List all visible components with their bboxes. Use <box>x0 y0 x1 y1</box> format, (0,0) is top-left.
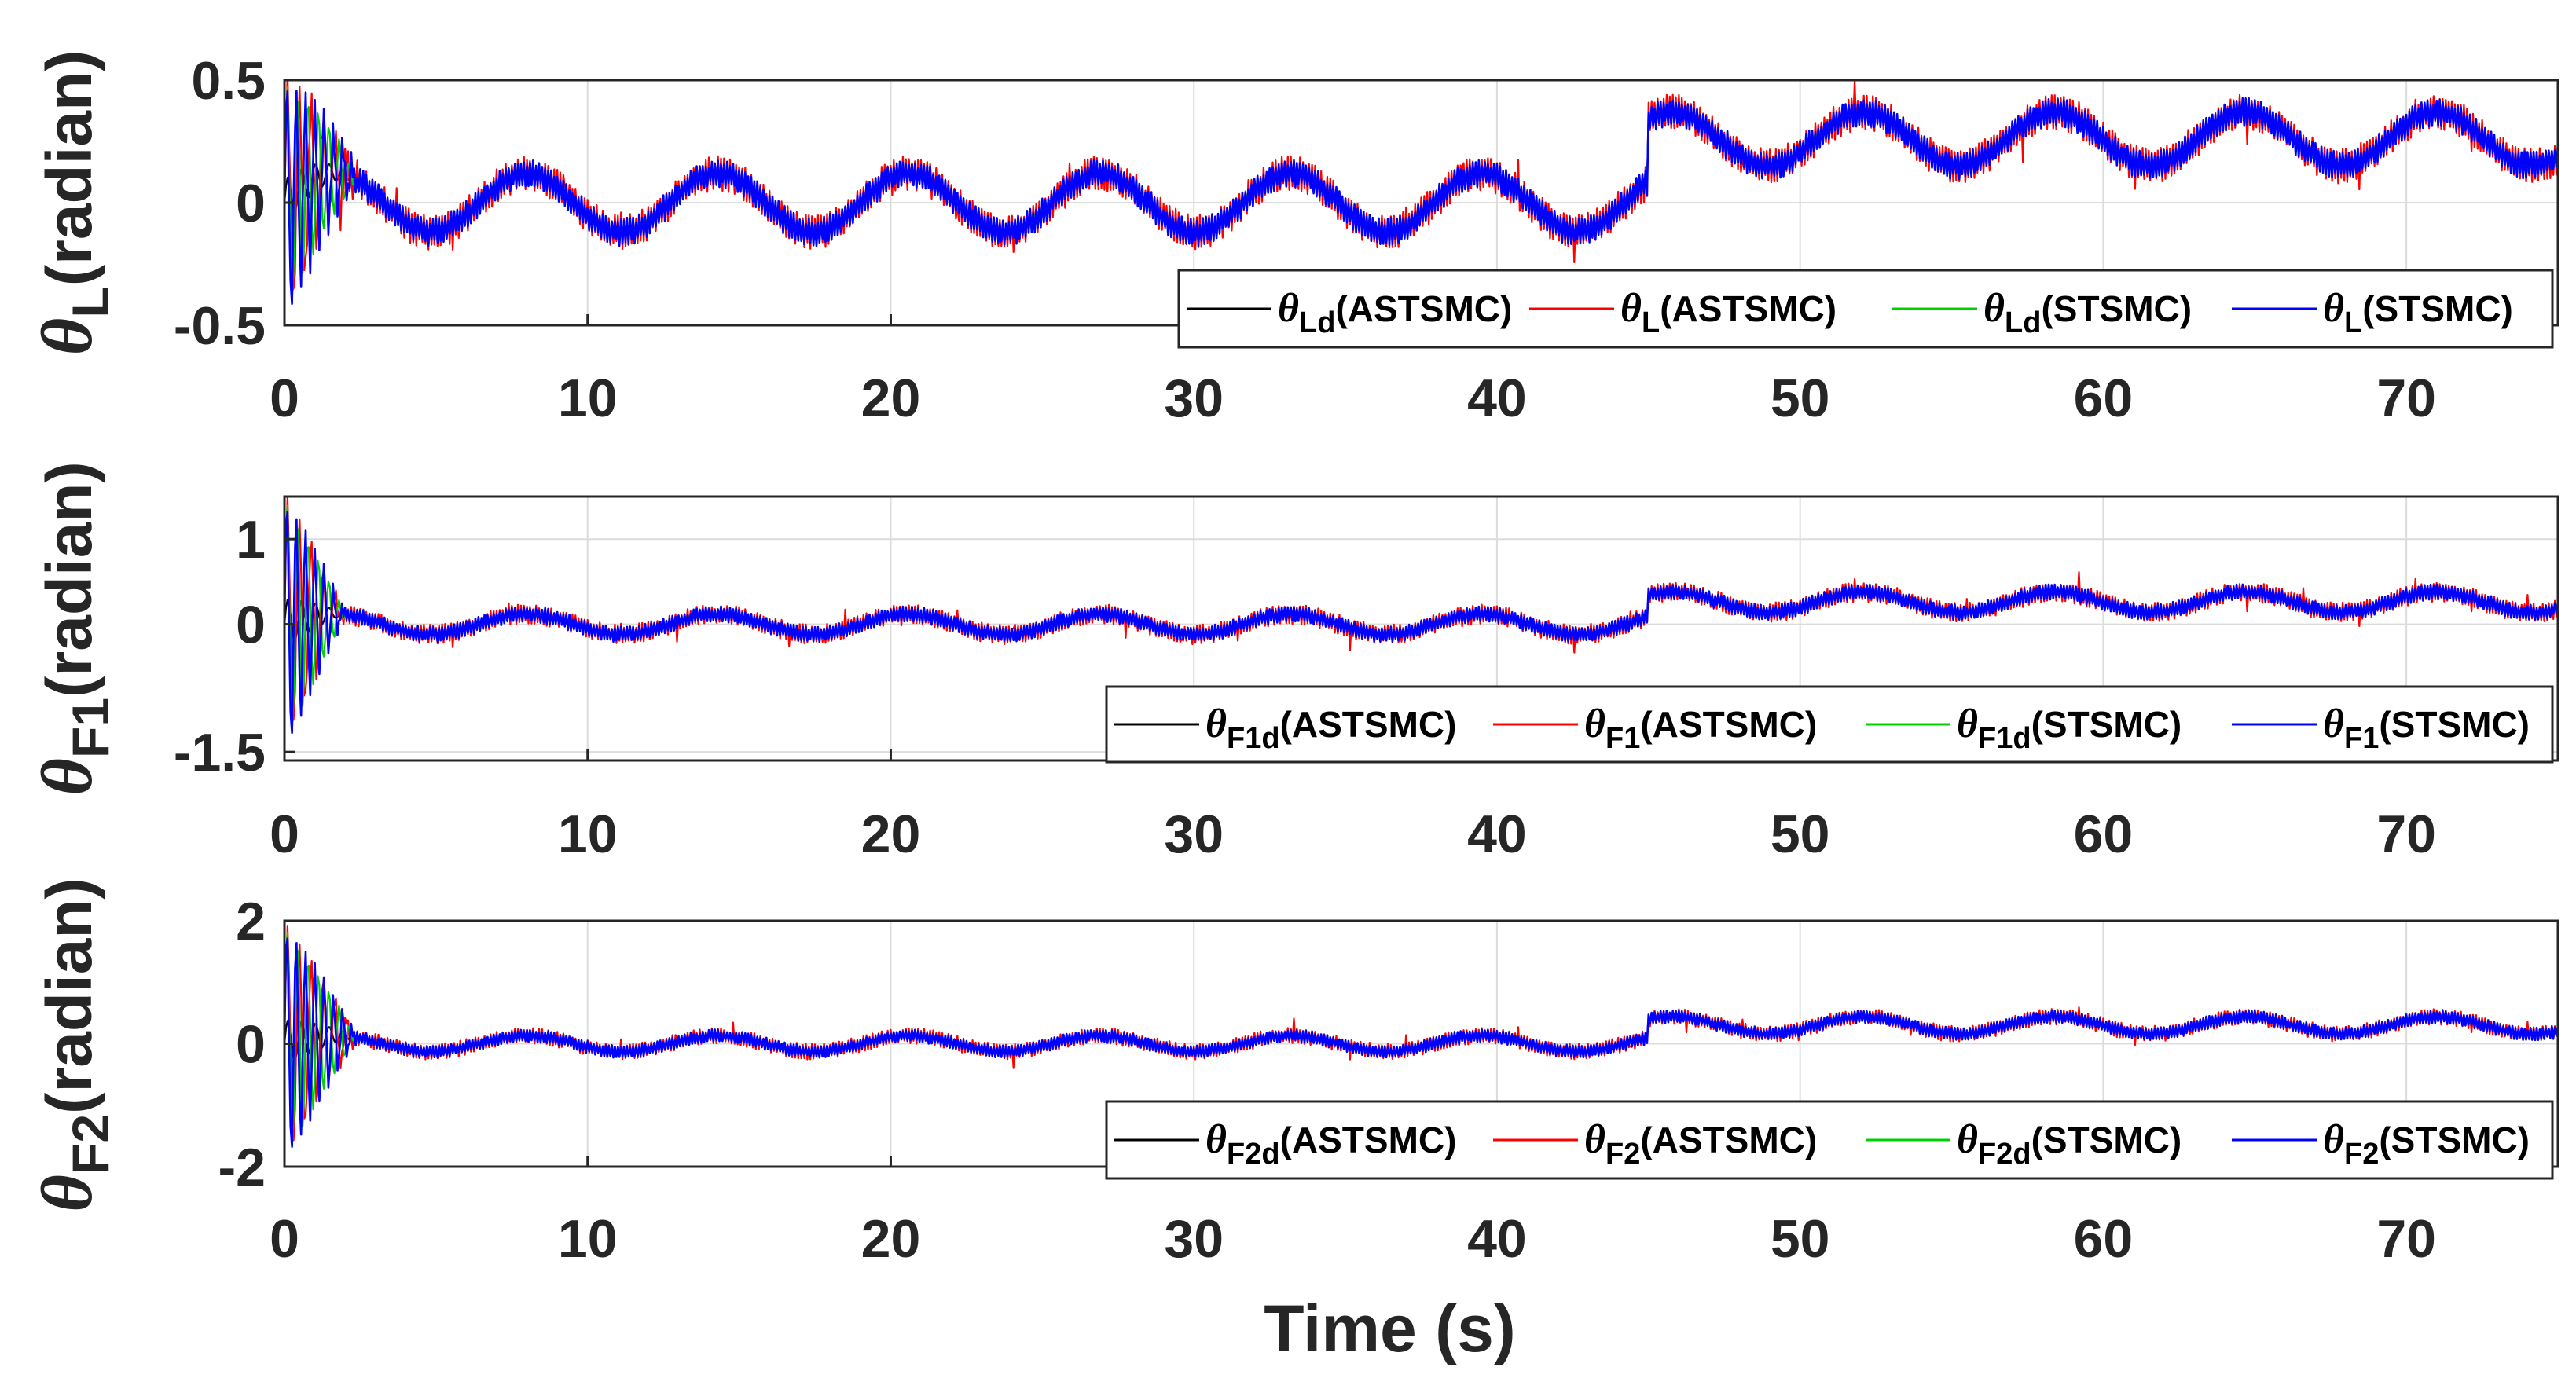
legend-label-2: θL(ASTSMC) <box>1620 286 1837 339</box>
legend-label-1: θLd(ASTSMC) <box>1278 286 1512 339</box>
y-axis-label: θF2(radian) <box>27 878 119 1212</box>
y-tick-label: -1.5 <box>174 723 266 782</box>
x-tick-label: 20 <box>861 368 921 428</box>
y-tick-label: 0 <box>236 596 266 655</box>
x-tick-label: 40 <box>1467 804 1527 864</box>
y-tick-label: -2 <box>218 1138 266 1197</box>
series-group <box>284 925 2558 1149</box>
x-tick-label: 50 <box>1771 368 1830 428</box>
x-tick-label: 50 <box>1771 1209 1830 1269</box>
x-axis-title: Time (s) <box>1264 1292 1516 1365</box>
legend: θF2d(ASTSMC) θF2(ASTSMC) θF2d(STSMC) θF2(ST… <box>1105 1100 2554 1180</box>
x-tick-label: 30 <box>1164 368 1224 428</box>
x-tick-label: 30 <box>1164 1209 1224 1269</box>
legend-label-2: θF1(ASTSMC) <box>1584 702 1817 755</box>
x-tick-label: 70 <box>2376 1209 2436 1269</box>
y-tick-label: 0 <box>236 174 266 233</box>
legend-label-3: θF2d(STSMC) <box>1957 1117 2182 1171</box>
x-tick-label: 60 <box>2074 1209 2134 1269</box>
x-tick-label: 40 <box>1467 1209 1527 1269</box>
legend-label-3: θF1d(STSMC) <box>1957 702 2182 755</box>
x-tick-label: 40 <box>1467 368 1527 428</box>
x-tick-label: 60 <box>2074 804 2134 864</box>
panel-3: 0 10 20 30 40 50 60 70-202θF2(radian)θF2d(ASTSM… <box>27 878 2559 1365</box>
y-tick-label: 2 <box>236 892 266 951</box>
series-group <box>284 80 2558 306</box>
x-tick-label: 30 <box>1164 804 1224 864</box>
panel-2: 0 10 20 30 40 50 60 70-1.501θF1(radian)θF1d(AST… <box>27 461 2559 864</box>
legend-box <box>1177 269 2554 349</box>
panel-1: 0 10 20 30 40 50 60 70-0.500.5θL(radian)θLd(AST… <box>27 50 2559 428</box>
y-axis-label: θL(radian) <box>27 50 119 356</box>
series-group <box>284 497 2558 735</box>
y-tick-label: 0 <box>236 1015 266 1075</box>
legend-label-1: θF2d(ASTSMC) <box>1205 1117 1456 1171</box>
legend-label-4: θF1(STSMC) <box>2323 702 2530 755</box>
x-tick-label: 10 <box>558 368 618 428</box>
x-tick-label: 70 <box>2376 368 2436 428</box>
y-tick-label: 0.5 <box>191 51 266 111</box>
y-axis-label: θF1(radian) <box>27 461 119 796</box>
legend-label-1: θF1d(ASTSMC) <box>1205 702 1456 755</box>
x-tick-label: 20 <box>861 804 921 864</box>
legend: θF1d(ASTSMC) θF1(ASTSMC) θF1d(STSMC) θF1(ST… <box>1105 685 2554 764</box>
x-tick-label: 70 <box>2376 804 2436 864</box>
series-line-4 <box>284 90 2558 306</box>
legend-label-4: θL(STSMC) <box>2323 286 2513 339</box>
x-tick-label: 0 <box>270 804 299 864</box>
x-tick-label: 50 <box>1771 804 1830 864</box>
x-tick-label: 20 <box>861 1209 921 1269</box>
y-tick-label: -0.5 <box>174 296 266 356</box>
x-tick-label: 0 <box>270 368 299 428</box>
y-tick-label: 1 <box>236 510 266 570</box>
series-line-4 <box>284 511 2558 735</box>
x-tick-label: 0 <box>270 1209 299 1269</box>
x-tick-label: 10 <box>558 804 618 864</box>
legend-label-4: θF2(STSMC) <box>2323 1117 2530 1171</box>
legend: θLd(ASTSMC) θL(ASTSMC) θLd(STSMC) θL(STSMC) <box>1177 269 2554 349</box>
x-tick-label: 60 <box>2074 368 2134 428</box>
series-line-4 <box>284 937 2558 1148</box>
x-tick-label: 10 <box>558 1209 618 1269</box>
legend-label-2: θF2(ASTSMC) <box>1584 1117 1817 1171</box>
legend-label-3: θLd(STSMC) <box>1983 286 2192 339</box>
